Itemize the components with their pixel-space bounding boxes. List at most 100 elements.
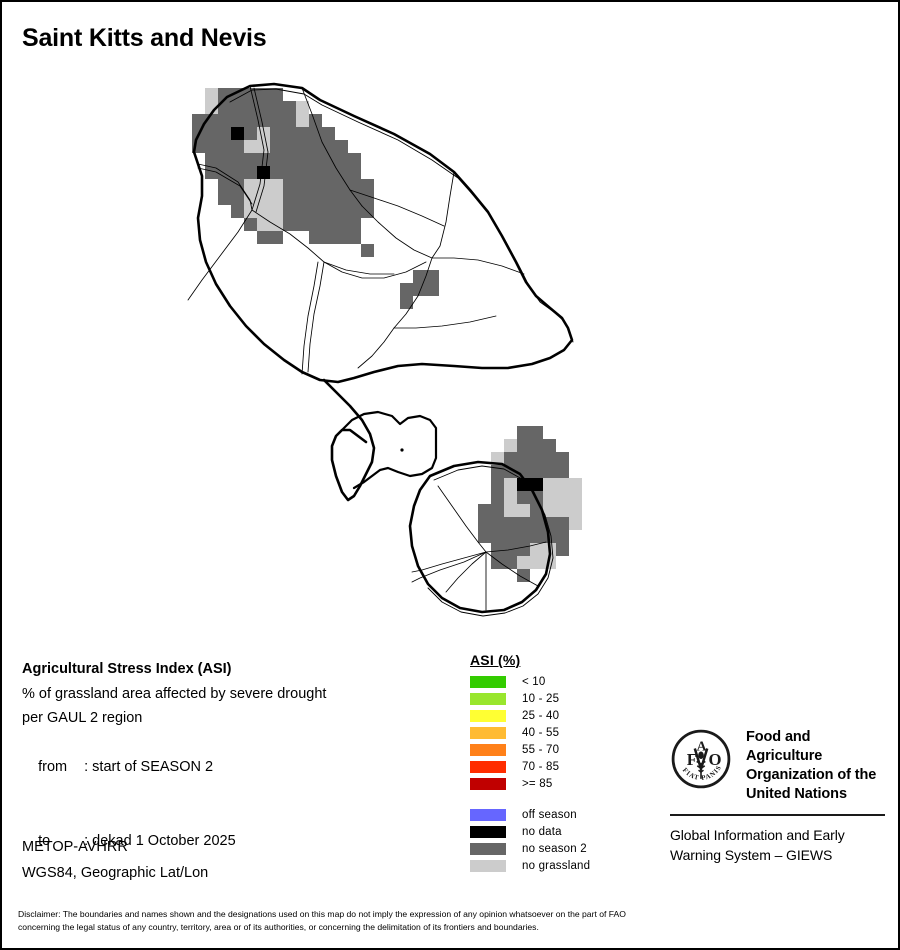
info-subtitle-2: per GAUL 2 region — [22, 710, 143, 726]
asi-raster-cell — [192, 114, 205, 127]
giews-line-2: Warning System – GIEWS — [670, 847, 833, 863]
asi-raster-cell — [556, 491, 569, 504]
asi-raster-cell — [504, 439, 517, 452]
asi-raster-cell — [205, 140, 218, 153]
asi-raster-cell — [218, 192, 231, 205]
giews-name: Global Information and Early Warning Sys… — [670, 825, 885, 865]
asi-raster-cell — [296, 140, 309, 153]
asi-raster-cell — [218, 179, 231, 192]
fao-name-line-3: United Nations — [746, 786, 847, 802]
asi-raster-cell — [517, 530, 530, 543]
coastline-peninsula — [322, 378, 376, 502]
asi-raster-cell — [491, 530, 504, 543]
asi-raster-cell — [335, 153, 348, 166]
asi-raster-cell — [309, 218, 322, 231]
asi-raster-cell — [556, 543, 569, 556]
svg-text:A: A — [697, 738, 707, 753]
legend-class-swatch — [470, 726, 506, 739]
asi-raster-cell — [348, 192, 361, 205]
asi-raster-cell — [218, 153, 231, 166]
asi-raster-cell — [218, 114, 231, 127]
legend-class-label: 55 - 70 — [522, 743, 560, 756]
asi-raster-cell — [283, 166, 296, 179]
asi-raster-cell — [257, 231, 270, 244]
asi-raster-cell — [257, 114, 270, 127]
legend-spacer — [470, 792, 660, 806]
asi-raster-cell — [517, 439, 530, 452]
asi-raster-cell — [569, 491, 582, 504]
legend-class-swatch — [470, 709, 506, 722]
asi-raster-cell — [309, 179, 322, 192]
legend-special-label: no season 2 — [522, 842, 587, 855]
legend-class-label: 40 - 55 — [522, 726, 560, 739]
asi-raster-cell — [517, 504, 530, 517]
legend-special-row: off season — [470, 806, 660, 823]
asi-raster-cell — [309, 205, 322, 218]
asi-raster-cell — [296, 218, 309, 231]
asi-raster-cell — [296, 114, 309, 127]
asi-raster-cell — [556, 530, 569, 543]
asi-raster-cell — [309, 192, 322, 205]
legend-class-row: 40 - 55 — [470, 724, 660, 741]
asi-raster-cell — [348, 218, 361, 231]
asi-raster-cell — [257, 205, 270, 218]
asi-raster-cell — [569, 517, 582, 530]
map-info-block: Agricultural Stress Index (ASI) % of gra… — [22, 657, 452, 878]
info-to-row: to: dekad 1 October 2025 — [22, 804, 452, 878]
asi-raster-cell — [504, 452, 517, 465]
legend-asi-classes: < 10 10 - 25 25 - 40 40 - 55 55 - 70 70 - 85 >… — [470, 673, 660, 792]
source-sensor: METOP-AVHRR — [22, 839, 128, 855]
fao-name-line-1: Food and Agriculture — [746, 729, 823, 764]
asi-raster-cell — [478, 517, 491, 530]
asi-raster-cell — [283, 179, 296, 192]
asi-raster-cell — [270, 153, 283, 166]
asi-raster-cell — [491, 504, 504, 517]
asi-raster-cell — [556, 504, 569, 517]
asi-raster-cell — [556, 465, 569, 478]
asi-raster-cell — [322, 205, 335, 218]
asi-raster-cell — [296, 192, 309, 205]
legend-class-row: 55 - 70 — [470, 741, 660, 758]
disclaimer-line-2: concerning the legal status of any count… — [18, 922, 539, 932]
asi-raster-cell — [218, 127, 231, 140]
legend-class-row: >= 85 — [470, 775, 660, 792]
asi-raster-cell — [335, 192, 348, 205]
asi-raster-cell — [400, 283, 413, 296]
asi-raster-cell — [283, 153, 296, 166]
legend-class-row: 70 - 85 — [470, 758, 660, 775]
asi-raster-cell — [270, 166, 283, 179]
asi-raster-cell — [244, 205, 257, 218]
asi-raster-cell — [257, 101, 270, 114]
legend-special-swatch — [470, 808, 506, 821]
asi-raster-cell — [270, 140, 283, 153]
asi-raster-cell — [348, 166, 361, 179]
coastline-saint-kitts — [192, 82, 574, 384]
legend-title: ASI (%) — [470, 652, 521, 668]
legend-class-row: 25 - 40 — [470, 707, 660, 724]
asi-raster-cell — [517, 452, 530, 465]
asi-raster-cell — [491, 452, 504, 465]
info-from-row: from: start of SEASON 2 — [22, 731, 452, 805]
legend-special-classes: off season no data no season 2 no grassland — [470, 806, 660, 874]
asi-raster-cell — [543, 504, 556, 517]
asi-raster-cell — [296, 205, 309, 218]
asi-raster-cell — [530, 517, 543, 530]
map-canvas[interactable] — [2, 72, 898, 632]
asi-raster-cell — [231, 127, 244, 140]
asi-raster-cell — [322, 192, 335, 205]
asi-raster-cell — [543, 452, 556, 465]
asi-raster-cell — [257, 166, 270, 179]
asi-raster-cell — [530, 426, 543, 439]
asi-raster-cell — [530, 543, 543, 556]
legend-class-label: 70 - 85 — [522, 760, 560, 773]
asi-raster-cell — [530, 465, 543, 478]
asi-raster-cell — [244, 114, 257, 127]
info-subtitle-1: % of grassland area affected by severe d… — [22, 685, 327, 702]
asi-raster-cell — [322, 218, 335, 231]
asi-raster-cell — [517, 517, 530, 530]
asi-raster-cell — [283, 218, 296, 231]
svg-text:O: O — [708, 750, 721, 769]
asi-raster-cell — [270, 101, 283, 114]
asi-raster-cell — [556, 517, 569, 530]
asi-raster-cell — [530, 439, 543, 452]
